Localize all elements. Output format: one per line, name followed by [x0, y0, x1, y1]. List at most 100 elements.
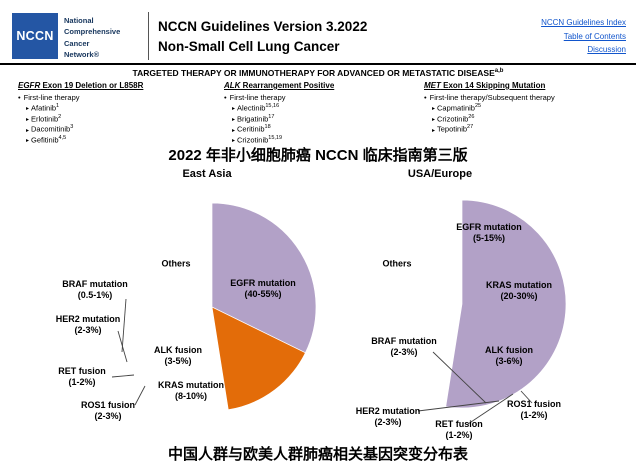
pie-label-ret-usa: RET fusion (1-2%)	[435, 419, 483, 440]
drug-name: Afatinib	[31, 103, 57, 113]
reference-superscript: 4,5	[58, 134, 67, 141]
drug-name: Dacomitinib	[31, 124, 71, 134]
pie-label-her2-east-asia: HER2 mutation (2-3%)	[55, 314, 121, 335]
drug-name: Gefitinib	[31, 135, 59, 145]
bullet-icon: •	[424, 92, 427, 102]
drug-name: Ceritinib	[237, 124, 265, 134]
header-divider	[148, 12, 149, 60]
heading-rest: Exon 19 Deletion or L858R	[40, 81, 144, 90]
drug-name: Alectinib	[237, 103, 266, 113]
gene-name: EGFR	[18, 81, 41, 90]
reference-superscript: 26	[468, 113, 475, 120]
section-banner: TARGETED THERAPY OR IMMUNOTHERAPY FOR AD…	[0, 68, 636, 78]
triangle-bullet-icon: ▸	[26, 106, 30, 113]
column-subheading: • First-line therapy	[18, 92, 80, 102]
pie-east-asia	[211, 202, 317, 411]
org-line: National	[64, 16, 94, 25]
header-rule	[0, 63, 636, 65]
org-line: Comprehensive	[64, 27, 121, 37]
drug-name: Crizotinib	[437, 114, 469, 124]
pie-label-kras-usa: KRAS mutation (20-30%)	[486, 280, 552, 301]
therapy-item: ▸ Tepotinib27	[424, 124, 629, 135]
therapy-item: ▸ Alectinib15,16	[224, 103, 419, 114]
pie-label-her2-usa: HER2 mutation (2-3%)	[355, 406, 421, 427]
org-line: Cancer	[64, 38, 90, 48]
triangle-bullet-icon: ▸	[432, 117, 436, 124]
column-subheading: • First-line therapy/Subsequent therapy	[424, 92, 555, 102]
triangle-bullet-icon: ▸	[432, 106, 436, 113]
triangle-bullet-icon: ▸	[26, 127, 30, 134]
column-subheading: • First-line therapy	[224, 92, 286, 102]
pie-label-braf-east-asia: BRAF mutation (0.5-1%)	[62, 279, 128, 300]
bullet-icon: •	[18, 92, 21, 102]
pie-label-alk-usa: ALK fusion (3-6%)	[485, 345, 533, 366]
reference-superscript: 15,19	[268, 134, 283, 141]
drug-name: Crizotinib	[237, 135, 269, 145]
guidelines-version-title: NCCN Guidelines Version 3.2022	[158, 19, 368, 34]
triangle-bullet-icon: ▸	[232, 106, 236, 113]
triangle-bullet-icon: ▸	[232, 117, 236, 124]
pie-label-ros1-usa: ROS1 fusion (1-2%)	[506, 399, 562, 420]
pie-label-others-usa: Others	[382, 258, 412, 269]
pie-label-egfr-usa: EGFR mutation (5-15%)	[456, 222, 522, 243]
pie-title-east-asia: East Asia	[182, 168, 232, 180]
pie-label-kras-east-asia: KRAS mutation (8-10%)	[158, 380, 224, 401]
org-line: Network®	[64, 49, 100, 59]
triangle-bullet-icon: ▸	[232, 138, 236, 145]
reference-superscript: 18	[264, 124, 271, 131]
therapy-column-met: MET Exon 14 Skipping Mutation • First-lin…	[424, 81, 629, 135]
therapy-item: ▸ Dacomitinib3	[18, 124, 218, 135]
reference-superscript: 2	[58, 113, 62, 120]
pie-label-ros1-east-asia: ROS1 fusion (2-3%)	[80, 400, 136, 421]
therapy-column-alk: ALK Rearrangement Positive • First-line t…	[224, 81, 419, 145]
gene-name: MET	[424, 81, 441, 90]
bullet-icon: •	[224, 92, 227, 102]
drug-name: Capmatinib	[437, 103, 475, 113]
therapy-item: ▸ Afatinib1	[18, 103, 218, 114]
pie-label-braf-usa: BRAF mutation (2-3%)	[371, 336, 437, 357]
pie-usa-europe	[445, 199, 567, 409]
therapy-item: ▸ Ceritinib18	[224, 124, 419, 135]
gene-name: ALK	[224, 81, 241, 90]
pie-label-egfr-east-asia: EGFR mutation (40-55%)	[230, 278, 296, 299]
leader-lines	[111, 298, 533, 425]
reference-superscript: 1	[56, 102, 60, 109]
chinese-caption: 中国人群与欧美人群肺癌相关基因突变分布表	[167, 446, 468, 463]
heading-rest: Rearrangement Positive	[240, 81, 335, 90]
therapy-item: ▸ Erlotinib2	[18, 114, 218, 125]
slice-others	[445, 199, 567, 409]
column-heading: MET Exon 14 Skipping Mutation	[424, 81, 629, 92]
slice-others	[211, 202, 317, 354]
nccn-logo: NCCN	[12, 13, 58, 59]
chinese-title: 2022 年非小细胞肺癌 NCCN 临床指南第三版	[168, 147, 468, 164]
triangle-bullet-icon: ▸	[26, 117, 30, 124]
page-title: NCCN Guidelines Version 3.2022 Non-Small…	[158, 17, 367, 58]
pie-title-usa-europe: USA/Europe	[407, 168, 473, 180]
reference-superscript: 15,16	[265, 102, 280, 109]
link-nccn-guidelines-index[interactable]: NCCN Guidelines Index	[541, 18, 626, 27]
reference-superscript: 25	[474, 102, 482, 109]
triangle-bullet-icon: ▸	[232, 127, 236, 134]
cancer-type-title: Non-Small Cell Lung Cancer	[158, 39, 340, 55]
drug-name: Tepotinib	[437, 124, 468, 134]
link-discussion[interactable]: Discussion	[587, 45, 626, 55]
heading-rest: Exon 14 Skipping Mutation	[440, 81, 546, 90]
pie-label-others-east-asia: Others	[161, 258, 191, 269]
banner-superscript: a,b	[494, 68, 504, 75]
triangle-bullet-icon: ▸	[26, 138, 30, 145]
therapy-column-egfr: EGFR Exon 19 Deletion or L858R • First-li…	[18, 81, 218, 145]
reference-superscript: 3	[70, 124, 74, 131]
therapy-item: ▸ Gefitinib4,5	[18, 135, 218, 146]
triangle-bullet-icon: ▸	[432, 127, 436, 134]
nccn-org-name: National Comprehensive Cancer Network®	[64, 15, 120, 60]
pie-label-alk-east-asia: ALK fusion (3-5%)	[154, 345, 202, 366]
reference-superscript: 17	[268, 113, 275, 120]
link-table-of-contents[interactable]: Table of Contents	[563, 31, 626, 41]
reference-superscript: 27	[467, 124, 474, 131]
therapy-item: ▸ Crizotinib26	[424, 114, 629, 125]
pie-label-ret-east-asia: RET fusion (1-2%)	[58, 366, 106, 387]
therapy-item: ▸ Capmatinib25	[424, 103, 629, 114]
header-links: NCCN Guidelines Index Table of Contents …	[541, 16, 626, 57]
